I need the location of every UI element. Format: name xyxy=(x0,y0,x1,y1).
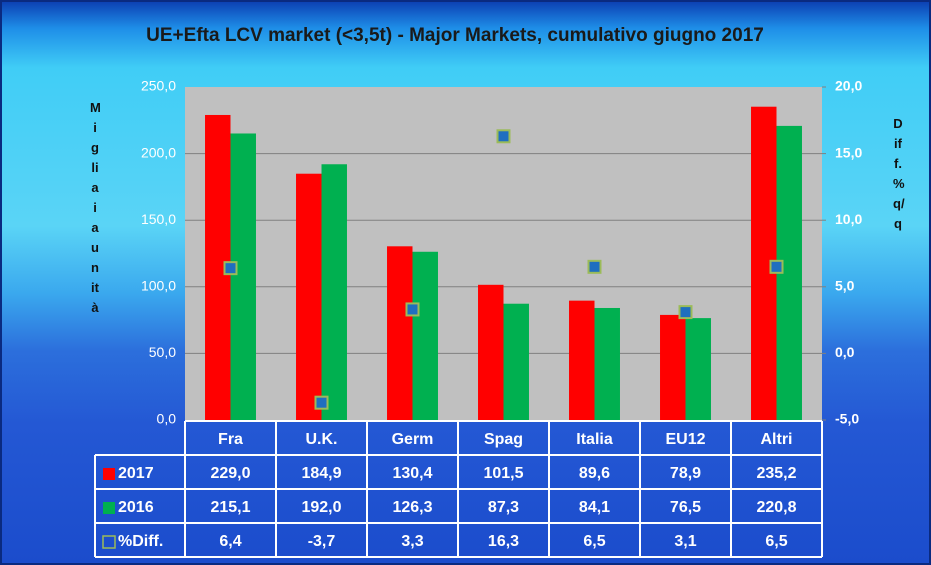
marker xyxy=(769,259,784,274)
marker xyxy=(405,302,420,317)
marker xyxy=(587,259,602,274)
y2-tick-label: 15,0 xyxy=(835,144,862,160)
table-cell: 87,3 xyxy=(488,499,519,516)
y2-tick-label: 5,0 xyxy=(835,278,855,294)
y2-axis-label: Diff. % q/q xyxy=(893,116,905,231)
table-cell: 229,0 xyxy=(210,465,250,482)
table-cell: 89,6 xyxy=(579,465,610,482)
legend-swatch xyxy=(103,502,115,514)
marker xyxy=(223,261,238,276)
y2-tick-label: -5,0 xyxy=(835,411,859,427)
table-cell: 126,3 xyxy=(392,499,432,516)
legend-swatch xyxy=(103,468,115,480)
table-cell: 220,8 xyxy=(756,499,796,516)
legend-label: %Diff. xyxy=(118,533,163,550)
chart-title: UE+Efta LCV market (<3,5t) - Major Marke… xyxy=(146,25,764,46)
bar xyxy=(412,251,438,420)
x-tick-label: Germ xyxy=(392,431,434,448)
y-tick-label: 150,0 xyxy=(141,211,176,227)
marker xyxy=(678,305,693,320)
x-tick-label: Fra xyxy=(218,431,243,448)
table-cell: 76,5 xyxy=(670,499,701,516)
marker xyxy=(496,129,511,144)
table-cell: 3,3 xyxy=(401,533,423,550)
bar xyxy=(594,307,620,420)
x-tick-label: U.K. xyxy=(306,431,338,448)
bar xyxy=(387,246,413,420)
table-cell: -3,7 xyxy=(308,533,336,550)
table-cell: 130,4 xyxy=(392,465,432,482)
x-tick-label: Spag xyxy=(484,431,523,448)
x-tick-label: EU12 xyxy=(665,431,705,448)
table-cell: 215,1 xyxy=(210,499,250,516)
table-cell: 6,5 xyxy=(765,533,787,550)
y-tick-label: 50,0 xyxy=(149,344,176,360)
y2-tick-label: 0,0 xyxy=(835,344,855,360)
y-tick-label: 100,0 xyxy=(141,278,176,294)
table-cell: 78,9 xyxy=(670,465,701,482)
table-cell: 3,1 xyxy=(674,533,696,550)
table-cell: 16,3 xyxy=(488,533,519,550)
x-tick-label: Italia xyxy=(576,431,613,448)
y-tick-label: 250,0 xyxy=(141,78,176,94)
bar xyxy=(569,300,595,420)
bar xyxy=(321,164,347,420)
table-cell: 192,0 xyxy=(301,499,341,516)
bar xyxy=(503,303,529,420)
legend-label: 2016 xyxy=(118,499,154,516)
table-cell: 6,5 xyxy=(583,533,605,550)
y-tick-label: 200,0 xyxy=(141,144,176,160)
legend-swatch xyxy=(102,535,116,549)
table-cell: 235,2 xyxy=(756,465,796,482)
bar xyxy=(685,318,711,420)
x-tick-label: Altri xyxy=(761,431,793,448)
bar xyxy=(230,133,256,420)
legend-label: 2017 xyxy=(118,465,154,482)
y-axis-label: Migliaia unità xyxy=(90,100,101,315)
table-cell: 84,1 xyxy=(579,499,610,516)
bar xyxy=(660,314,686,420)
y-tick-label: 0,0 xyxy=(157,411,177,427)
bar xyxy=(478,284,504,420)
y2-tick-label: 20,0 xyxy=(835,78,862,94)
table-cell: 6,4 xyxy=(219,533,241,550)
y2-tick-label: 10,0 xyxy=(835,211,862,227)
bar xyxy=(296,173,322,420)
marker xyxy=(314,395,329,410)
table-cell: 184,9 xyxy=(301,465,341,482)
table-cell: 101,5 xyxy=(483,465,523,482)
